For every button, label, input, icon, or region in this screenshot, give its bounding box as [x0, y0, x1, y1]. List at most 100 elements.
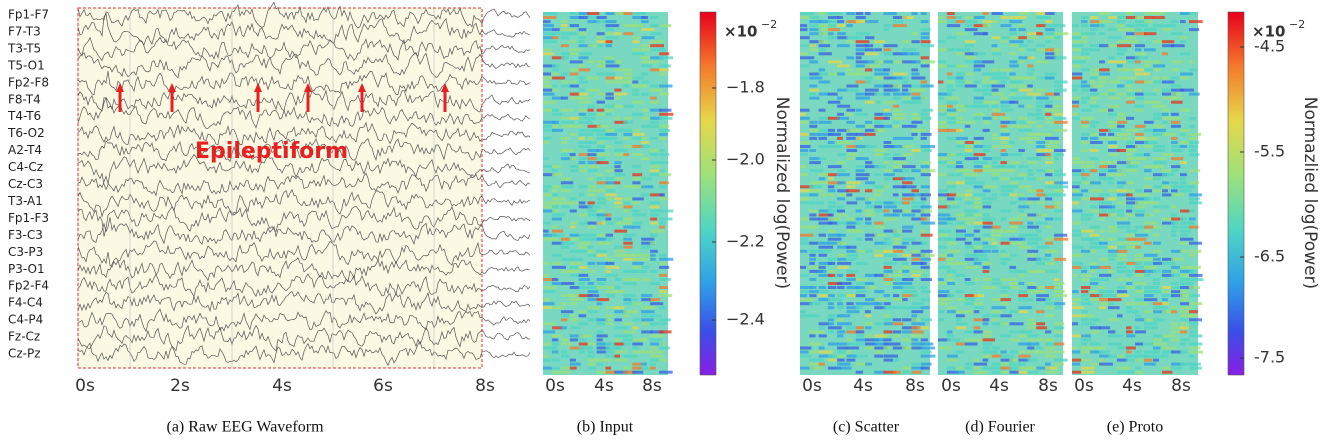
heatmap-cell	[1117, 253, 1128, 257]
heatmap-cell	[650, 84, 658, 88]
heatmap-cell	[605, 273, 618, 277]
heatmap-cell	[938, 318, 945, 322]
heatmap-cell	[955, 76, 964, 80]
heatmap-cell	[641, 265, 650, 269]
heatmap-cell	[1000, 334, 1011, 338]
heatmap-cell	[1108, 80, 1120, 84]
heatmap-cell	[1135, 213, 1150, 217]
heatmap-cell	[551, 334, 562, 338]
heatmap-cell	[883, 273, 892, 277]
heatmap-cell	[614, 88, 622, 92]
heatmap-cell	[650, 68, 662, 72]
heatmap-cell	[1108, 213, 1122, 217]
heatmap-cell	[551, 173, 563, 177]
heatmap-cell	[938, 221, 947, 225]
heatmap-cell	[614, 201, 623, 205]
heatmap-cell	[1045, 76, 1055, 80]
heatmap-cell	[1054, 189, 1064, 193]
heatmap-cell	[1135, 237, 1147, 241]
heatmap-cell	[1117, 116, 1128, 120]
heatmap-cell	[827, 132, 841, 136]
heatmap-cell	[855, 173, 870, 177]
heatmap-cell	[596, 338, 603, 342]
heatmap-cell	[605, 20, 617, 24]
heatmap-cell	[920, 84, 934, 88]
heatmap-cell	[973, 52, 986, 56]
heatmap-cell	[846, 273, 856, 277]
heatmap-cell	[578, 40, 585, 44]
heatmap-cell	[809, 84, 818, 88]
heatmap-cell	[659, 306, 666, 310]
heatmap-cell	[1036, 132, 1050, 136]
heatmap-cell	[902, 96, 915, 100]
heatmap-cell	[911, 92, 921, 96]
heatmap-cell	[605, 318, 612, 322]
heatmap-cell	[809, 72, 821, 76]
heatmap-cell	[991, 306, 1006, 310]
heatmap-cell	[892, 342, 901, 346]
heatmap-cell	[1099, 80, 1107, 84]
heatmap-cell	[543, 233, 557, 237]
heatmap-cell	[569, 209, 577, 213]
heatmap-cell	[560, 84, 575, 88]
waveform	[77, 308, 531, 333]
heatmap-cell	[1099, 245, 1108, 249]
heatmap-cell	[578, 100, 592, 104]
heatmap-cell	[883, 116, 890, 120]
heatmap-cell	[578, 213, 589, 217]
heatmap-cell	[818, 286, 826, 289]
heatmap-cell	[982, 346, 990, 350]
heatmap-cell	[1189, 314, 1199, 318]
heatmap-cell	[543, 302, 555, 306]
heatmap-cell	[827, 221, 838, 225]
heatmap-cell	[827, 141, 835, 144]
heatmap-cell	[1090, 294, 1103, 298]
heatmap-cell	[1072, 189, 1080, 193]
heatmap-cell	[1000, 136, 1010, 140]
heatmap-cell	[809, 342, 821, 346]
heatmap-cell	[1027, 132, 1041, 136]
arrow-head	[254, 83, 262, 92]
heatmap-cell	[569, 314, 576, 318]
heatmap-cell	[809, 76, 823, 80]
heatmap-cell	[587, 124, 601, 128]
heatmap-cell	[596, 346, 610, 350]
heatmap-cell	[1081, 229, 1095, 233]
heatmap-cell	[837, 44, 850, 48]
heatmap-cell	[605, 32, 615, 36]
heatmap-cell	[1090, 136, 1099, 140]
heatmap-cell	[902, 330, 912, 334]
heatmap-cell	[827, 306, 835, 310]
heatmap-cell	[1054, 326, 1065, 330]
heatmap-cell	[1117, 265, 1127, 269]
heatmap-cell	[1162, 40, 1175, 44]
heatmap-cell	[982, 314, 991, 318]
heatmap-cell	[587, 342, 596, 346]
heatmap-cell	[614, 116, 620, 120]
waveform	[77, 257, 531, 283]
heatmap-cell	[855, 132, 867, 136]
heatmap-cell	[818, 128, 828, 132]
heatmap-cell	[587, 16, 601, 19]
heatmap-cell	[587, 294, 600, 298]
heatmap-cell	[1180, 225, 1192, 229]
heatmap-cell	[1036, 149, 1049, 152]
heatmap-cell	[865, 298, 876, 302]
heatmap-cell	[596, 201, 606, 205]
heatmap-cell	[543, 12, 558, 15]
heatmap-cell	[1135, 282, 1146, 285]
heatmap-cell	[605, 286, 617, 289]
heatmap-cell	[560, 149, 574, 152]
heatmap-cell	[1018, 237, 1026, 241]
heatmap-cell	[1153, 205, 1162, 209]
heatmap-cell	[551, 342, 560, 346]
heatmap-cell	[650, 257, 656, 261]
heatmap-cell	[1018, 290, 1033, 294]
heatmap-cell	[964, 233, 975, 237]
heatmap-cell	[1171, 221, 1179, 225]
heatmap-cell	[1171, 157, 1184, 161]
heatmap-cell	[855, 282, 867, 285]
heatmap-cell	[800, 64, 809, 68]
heatmap-cell	[1189, 334, 1203, 338]
heatmap-cell	[1126, 68, 1136, 72]
